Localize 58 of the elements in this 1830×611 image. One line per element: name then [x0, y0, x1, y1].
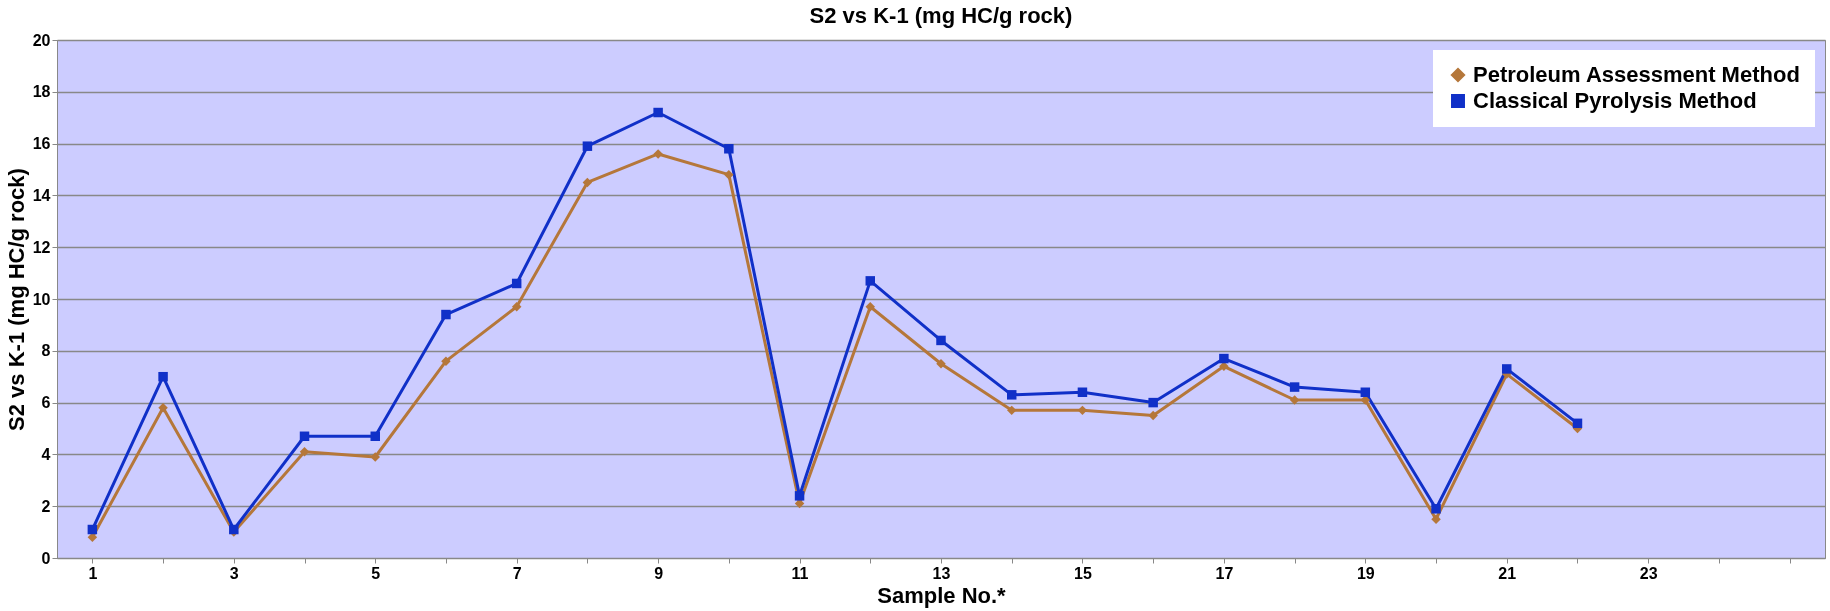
point — [865, 302, 876, 312]
y-tick-label: 18 — [32, 83, 51, 101]
y-tick-label: 14 — [32, 186, 51, 204]
point — [1572, 418, 1583, 429]
point — [511, 278, 522, 289]
point — [1148, 410, 1158, 421]
y-axis-title: S2 vs K-1 (mg HC/g rock) — [3, 168, 29, 431]
x-tick-label: 23 — [1639, 564, 1658, 582]
x-tick-label: 3 — [229, 564, 239, 582]
y-tick-label: 0 — [41, 549, 51, 567]
point — [1502, 364, 1512, 374]
point — [794, 491, 805, 501]
y-tick-label: 12 — [32, 238, 51, 256]
point — [653, 107, 663, 118]
legend-label: Classical Pyrolysis Method — [1473, 88, 1757, 113]
x-tick-label: 15 — [1074, 564, 1092, 582]
y-tick-label: 10 — [32, 290, 51, 308]
point — [1431, 504, 1441, 514]
point — [1148, 397, 1158, 408]
point — [936, 335, 946, 346]
legend-label: Petroleum Assessment Method — [1473, 62, 1800, 87]
x-tick-label: 11 — [791, 564, 809, 582]
point — [582, 141, 593, 151]
point — [158, 403, 168, 413]
point — [87, 524, 98, 535]
x-tick-label: 1 — [88, 564, 98, 582]
point — [1289, 395, 1300, 405]
x-axis-title: Sample No.* — [877, 582, 1007, 608]
point — [1219, 353, 1229, 364]
x-tick-label: 21 — [1498, 564, 1517, 582]
x-tick-label: 7 — [512, 564, 522, 582]
point — [511, 302, 522, 312]
y-tick-label: 8 — [41, 342, 51, 360]
y-tick-label: 20 — [32, 31, 51, 49]
point — [1289, 382, 1300, 392]
point — [724, 169, 734, 180]
chart-title: S2 vs K-1 (mg HC/g rock) — [809, 3, 1073, 28]
x-tick-label: 19 — [1356, 564, 1375, 582]
point — [1006, 390, 1017, 400]
point — [299, 447, 310, 457]
point — [158, 371, 168, 382]
x-tick-label: 13 — [932, 564, 951, 582]
point — [582, 177, 593, 188]
y-tick-label: 4 — [41, 445, 51, 463]
point — [370, 431, 380, 442]
y-tick-label: 6 — [41, 394, 51, 412]
point — [441, 309, 451, 320]
point — [865, 276, 876, 286]
point — [724, 144, 734, 154]
point — [299, 431, 310, 442]
y-tick-label: 2 — [41, 497, 51, 515]
x-tick-label: 9 — [654, 564, 664, 582]
point — [1077, 387, 1088, 397]
point — [1006, 405, 1017, 416]
x-tick-label: 5 — [371, 564, 381, 582]
x-tick-label: 17 — [1215, 564, 1234, 582]
point — [1360, 387, 1371, 397]
y-tick-label: 16 — [32, 135, 51, 153]
